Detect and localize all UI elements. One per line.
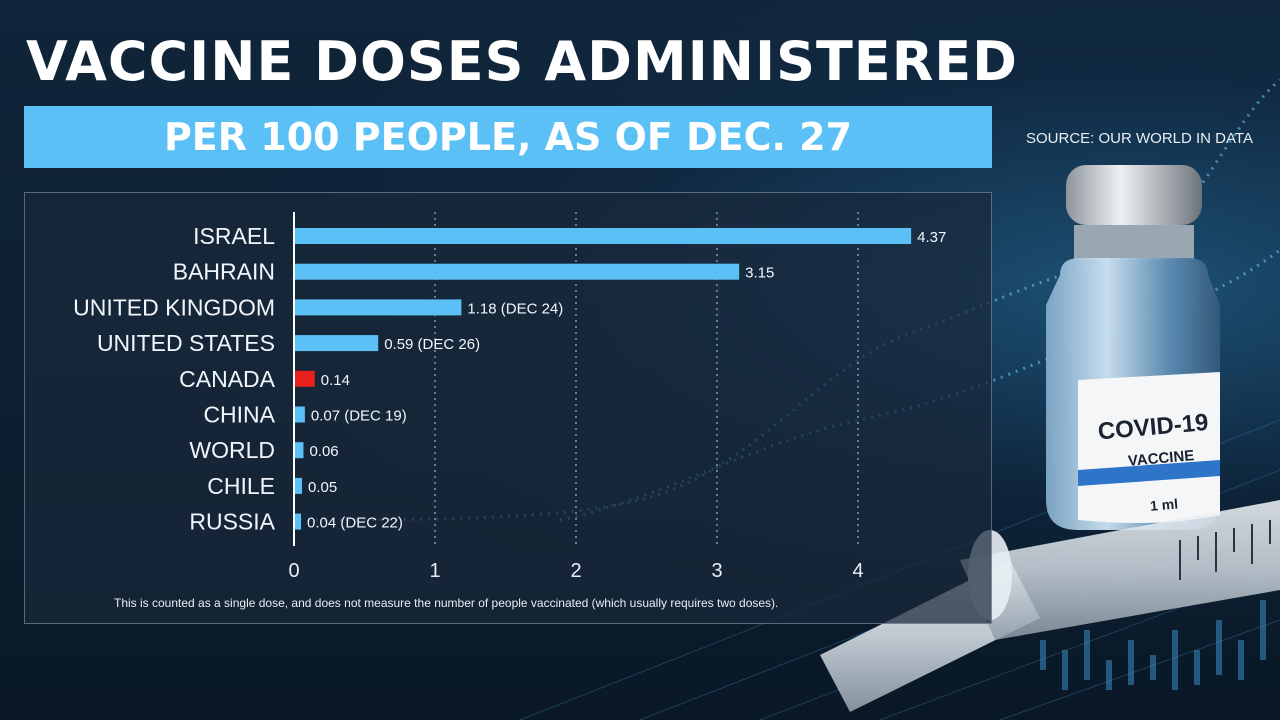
category-label: BAHRAIN: [173, 259, 275, 285]
value-label: 0.59 (DEC 26): [384, 336, 480, 353]
value-label: 1.18 (DEC 24): [467, 300, 563, 317]
x-tick-label: 1: [429, 560, 440, 582]
vaccine-vial: [1046, 165, 1220, 530]
category-label: UNITED KINGDOM: [73, 294, 275, 320]
page-title: VACCINE DOSES ADMINISTERED: [26, 30, 1018, 93]
category-label: CHILE: [207, 473, 275, 499]
value-label: 0.06: [309, 443, 338, 460]
value-label: 0.05: [308, 479, 337, 496]
bar: [295, 228, 912, 244]
subtitle-band: PER 100 PEOPLE, AS OF DEC. 27: [24, 106, 992, 168]
value-label: 3.15: [745, 265, 774, 282]
value-label: 0.14: [321, 372, 350, 389]
source-credit: SOURCE: OUR WORLD IN DATA: [1026, 130, 1253, 147]
category-label: RUSSIA: [189, 509, 275, 535]
value-label: 4.37: [917, 229, 946, 246]
category-label: CANADA: [179, 366, 276, 392]
category-label: WORLD: [189, 437, 275, 463]
bar: [295, 513, 301, 530]
bar: [295, 263, 740, 280]
bar: [295, 477, 303, 494]
footnote: This is counted as a single dose, and do…: [114, 596, 779, 610]
value-label: 0.07 (DEC 19): [311, 408, 407, 425]
x-tick-label: 4: [852, 560, 863, 582]
x-tick-label: 2: [570, 560, 581, 582]
value-label: 0.04 (DEC 22): [307, 515, 403, 532]
bar: [295, 442, 304, 459]
category-label: CHINA: [203, 402, 275, 428]
bar: [295, 335, 379, 352]
category-label: ISRAEL: [193, 223, 275, 249]
subtitle: PER 100 PEOPLE, AS OF DEC. 27: [163, 115, 853, 159]
x-tick-label: 0: [288, 560, 299, 582]
category-label: UNITED STATES: [97, 330, 275, 356]
bar: [295, 299, 462, 316]
x-tick-label: 3: [711, 560, 722, 582]
bar: [295, 406, 305, 423]
bar: [295, 370, 315, 387]
